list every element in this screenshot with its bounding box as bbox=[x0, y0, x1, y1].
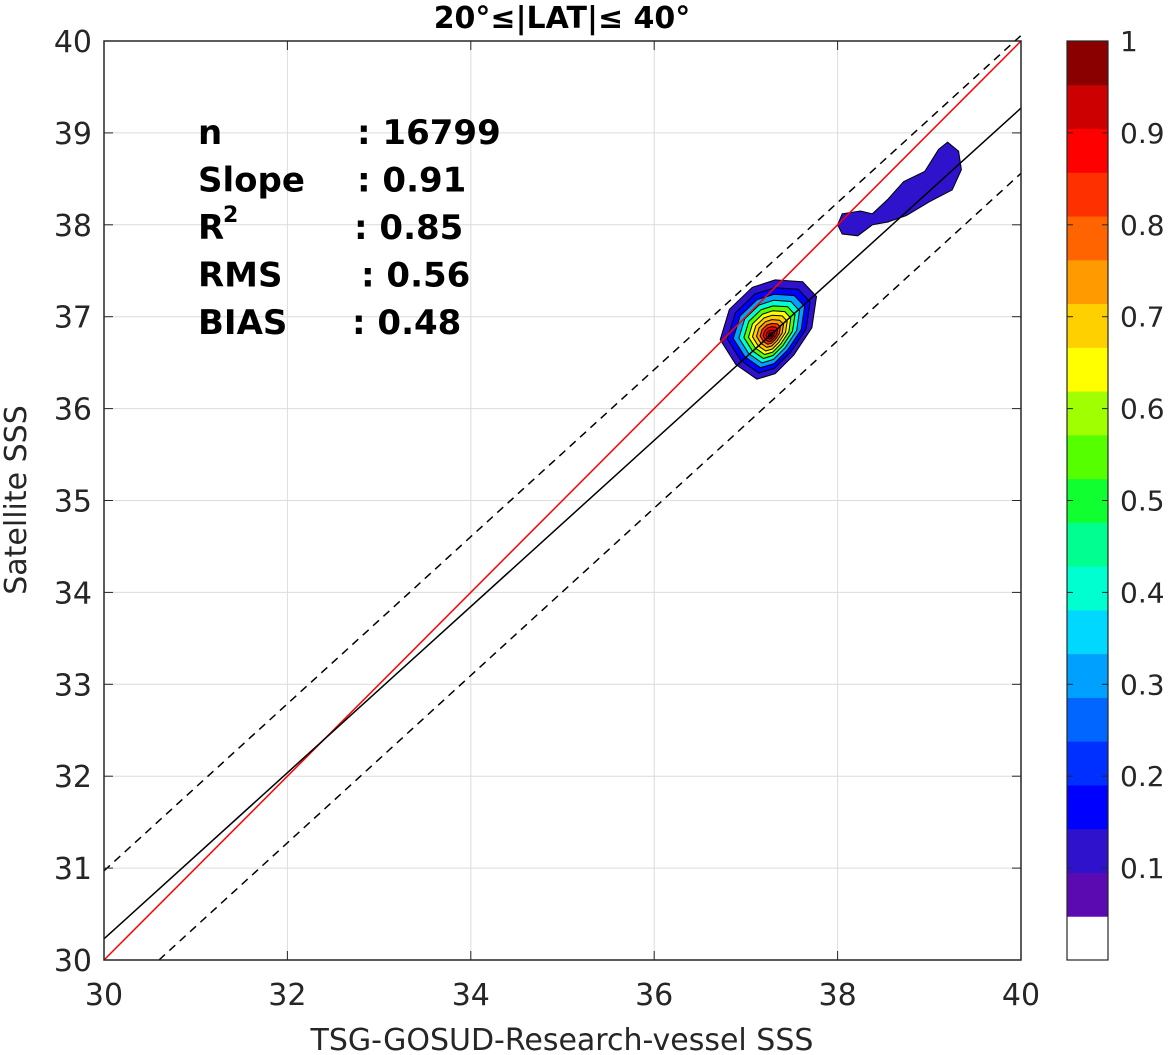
stat-value: : 0.91 bbox=[357, 161, 466, 201]
stats-box: n : 16799 Slope : 0.91 R2 : 0.85 RMS : 0.56 BIAS… bbox=[198, 113, 501, 343]
y-tick-label: 32 bbox=[54, 760, 92, 795]
x-tick-label: 32 bbox=[268, 978, 306, 1013]
x-axis-label: TSG-GOSUD-Research-vessel SSS bbox=[310, 1023, 814, 1055]
colorbar-swatch bbox=[1067, 609, 1108, 655]
lower-line bbox=[158, 172, 1022, 961]
colorbar: 0.1 0.2 0.3 0.4 0.5 0.6 0.7 0.8 0.9 1 bbox=[1066, 25, 1165, 961]
stat-value: : 16799 bbox=[357, 113, 501, 153]
chart-title: 20°≤|LAT|≤ 40° bbox=[434, 1, 691, 36]
plot-frame bbox=[103, 40, 1022, 961]
colorbar-swatch bbox=[1067, 128, 1108, 173]
reference-lines bbox=[103, 34, 1022, 961]
y-tick-label: 31 bbox=[54, 852, 92, 887]
y-tick-label: 35 bbox=[54, 485, 92, 520]
y-tick-label: 40 bbox=[54, 25, 92, 60]
y-tick-label: 34 bbox=[54, 576, 92, 611]
upper-line bbox=[103, 34, 1022, 872]
stat-label: RMS bbox=[198, 256, 283, 296]
axes: 30 32 34 36 38 40 30 31 32 33 34 35 36 37 38 39 40 bbox=[54, 25, 1040, 1013]
colorbar-swatch bbox=[1067, 391, 1108, 436]
colorbar-swatch bbox=[1067, 434, 1108, 480]
identity-line bbox=[103, 40, 1022, 961]
colorbar-tick-label: 0.3 bbox=[1120, 668, 1165, 701]
y-tick-label: 33 bbox=[54, 668, 92, 703]
fit-line bbox=[103, 107, 1022, 940]
stat-label: Slope bbox=[198, 161, 305, 201]
colorbar-swatch bbox=[1067, 478, 1108, 523]
density-contours bbox=[719, 141, 962, 380]
colorbar-swatch bbox=[1067, 347, 1108, 392]
colorbar-swatch bbox=[1067, 566, 1108, 611]
colorbar-swatch bbox=[1067, 653, 1108, 698]
colorbar-tick-label: 0.9 bbox=[1120, 117, 1165, 150]
colorbar-swatch bbox=[1067, 216, 1108, 261]
stat-superscript: 2 bbox=[223, 203, 238, 228]
y-tick-label: 30 bbox=[54, 944, 92, 979]
colorbar-swatch bbox=[1067, 259, 1108, 305]
x-tick-label: 38 bbox=[819, 978, 857, 1013]
colorbar-tick-label: 0.1 bbox=[1120, 852, 1165, 885]
colorbar-tick-label: 0.2 bbox=[1120, 760, 1165, 793]
colorbar-tick-label: 0.7 bbox=[1120, 301, 1165, 334]
colorbar-swatch bbox=[1067, 172, 1108, 217]
colorbar-tick-label: 0.8 bbox=[1120, 209, 1165, 242]
x-tick-label: 34 bbox=[452, 978, 490, 1013]
x-tick-label: 36 bbox=[635, 978, 673, 1013]
stat-value: : 0.85 bbox=[354, 208, 463, 248]
stat-label: R bbox=[198, 208, 224, 248]
x-tick-label: 30 bbox=[85, 978, 123, 1013]
colorbar-swatch bbox=[1067, 872, 1108, 917]
colorbar-swatch bbox=[1067, 303, 1108, 348]
stat-label: n bbox=[198, 113, 222, 153]
y-tick-label: 37 bbox=[54, 301, 92, 336]
colorbar-swatch bbox=[1067, 84, 1108, 130]
y-tick-label: 36 bbox=[54, 393, 92, 428]
y-axis-label: Satellite SSS bbox=[0, 405, 34, 595]
stat-value: : 0.56 bbox=[361, 256, 470, 296]
x-tick-label: 40 bbox=[1002, 978, 1040, 1013]
colorbar-swatch bbox=[1067, 784, 1108, 830]
colorbar-tick-label: 1 bbox=[1120, 25, 1138, 58]
colorbar-tick-label: 0.6 bbox=[1120, 393, 1165, 426]
y-tick-label: 39 bbox=[54, 117, 92, 152]
stat-value: : 0.48 bbox=[352, 303, 461, 343]
colorbar-swatch bbox=[1067, 697, 1108, 742]
colorbar-swatch bbox=[1067, 916, 1108, 961]
colorbar-tick-label: 0.5 bbox=[1120, 485, 1165, 518]
stat-label: BIAS bbox=[198, 303, 287, 343]
y-tick-label: 38 bbox=[54, 209, 92, 244]
density-contour bbox=[837, 141, 962, 237]
colorbar-swatch bbox=[1067, 741, 1108, 786]
colorbar-swatch bbox=[1067, 522, 1108, 567]
colorbar-swatch bbox=[1067, 828, 1108, 873]
colorbar-tick-label: 0.4 bbox=[1120, 576, 1165, 609]
colorbar-swatch bbox=[1067, 41, 1108, 86]
